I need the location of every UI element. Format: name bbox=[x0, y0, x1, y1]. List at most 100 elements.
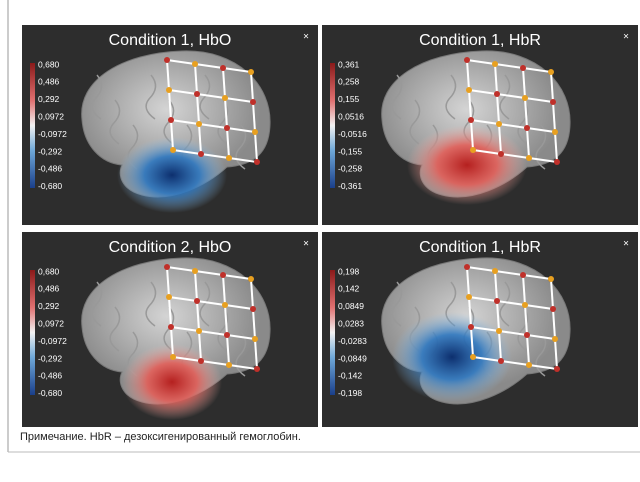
panel: 0,3610,2580,1550,0516-0,0516-0,155-0,258… bbox=[322, 25, 638, 225]
colorbar-label: 0,0849 bbox=[338, 301, 364, 311]
optode bbox=[164, 57, 170, 63]
optode bbox=[524, 125, 530, 131]
optode bbox=[520, 272, 526, 278]
optode bbox=[196, 121, 202, 127]
optode bbox=[548, 276, 554, 282]
colorbar-label: 0,292 bbox=[38, 94, 60, 104]
panel-title: Condition 1, HbR bbox=[419, 239, 541, 256]
optode bbox=[552, 129, 558, 135]
optode bbox=[220, 65, 226, 71]
activation bbox=[392, 312, 512, 402]
optode bbox=[496, 121, 502, 127]
optode bbox=[192, 268, 198, 274]
colorbar-label: -0,680 bbox=[38, 388, 62, 398]
colorbar-label: -0,0516 bbox=[338, 129, 367, 139]
close-button[interactable]: × bbox=[303, 32, 309, 43]
optode bbox=[550, 306, 556, 312]
colorbar-label: 0,142 bbox=[338, 284, 360, 294]
optode bbox=[550, 99, 556, 105]
optode bbox=[470, 354, 476, 360]
optode bbox=[226, 155, 232, 161]
optode bbox=[526, 362, 532, 368]
colorbar-label: -0,292 bbox=[38, 146, 62, 156]
colorbar-label: -0,155 bbox=[338, 146, 362, 156]
optode bbox=[522, 302, 528, 308]
optode bbox=[252, 129, 258, 135]
panel-title: Condition 1, HbR bbox=[419, 32, 541, 49]
panel: 0,6800,4860,2920,0972-0,0972-0,292-0,486… bbox=[22, 232, 318, 427]
optode bbox=[494, 298, 500, 304]
caption: Примечание. HbR – дезоксигенированный ге… bbox=[20, 431, 301, 443]
optode bbox=[168, 324, 174, 330]
optode bbox=[548, 69, 554, 75]
colorbar-label: 0,680 bbox=[38, 266, 60, 276]
panel-title: Condition 2, HbO bbox=[109, 239, 232, 256]
optode bbox=[250, 306, 256, 312]
optode bbox=[466, 87, 472, 93]
colorbar-label: 0,486 bbox=[38, 284, 60, 294]
colorbar-label: 0,198 bbox=[338, 266, 360, 276]
colorbar-label: 0,0972 bbox=[38, 318, 64, 328]
colorbar-label: -0,0972 bbox=[38, 336, 67, 346]
colorbar-label: 0,258 bbox=[338, 77, 360, 87]
close-button[interactable]: × bbox=[623, 239, 629, 250]
panel: 0,198 0,142 0,0849 0,0283 -0,0283 -0,0849 -0,1… bbox=[322, 232, 638, 427]
colorbar-label: -0,258 bbox=[338, 164, 362, 174]
colorbar-label: 0,486 bbox=[38, 77, 60, 87]
colorbar-label: 0,155 bbox=[338, 94, 360, 104]
optode bbox=[170, 147, 176, 153]
colorbar bbox=[330, 270, 335, 395]
optode bbox=[220, 272, 226, 278]
optode bbox=[554, 366, 560, 372]
optode bbox=[520, 65, 526, 71]
colorbar-label: -0,142 bbox=[338, 371, 362, 381]
optode bbox=[170, 354, 176, 360]
optode bbox=[552, 336, 558, 342]
colorbar-label: -0,680 bbox=[38, 181, 62, 191]
optode bbox=[466, 294, 472, 300]
optode bbox=[196, 328, 202, 334]
colorbar-label: 0,361 bbox=[338, 59, 360, 69]
optode bbox=[464, 264, 470, 270]
colorbar-label: 0,292 bbox=[38, 301, 60, 311]
optode bbox=[498, 151, 504, 157]
optode bbox=[250, 99, 256, 105]
optode bbox=[522, 95, 528, 101]
colorbar-label: -0,0849 bbox=[338, 353, 367, 363]
optode bbox=[194, 298, 200, 304]
optode bbox=[248, 69, 254, 75]
optode bbox=[248, 276, 254, 282]
close-button[interactable]: × bbox=[303, 239, 309, 250]
optode bbox=[254, 159, 260, 165]
optode bbox=[252, 336, 258, 342]
panel-title: Condition 1, HbO bbox=[109, 32, 232, 49]
optode bbox=[198, 358, 204, 364]
optode bbox=[464, 57, 470, 63]
colorbar-label: -0,361 bbox=[338, 181, 362, 191]
colorbar bbox=[330, 63, 335, 188]
colorbar-label: 0,0283 bbox=[338, 318, 364, 328]
colorbar-label: 0,680 bbox=[38, 59, 60, 69]
optode bbox=[492, 268, 498, 274]
colorbar bbox=[30, 63, 35, 188]
optode bbox=[526, 155, 532, 161]
optode bbox=[164, 264, 170, 270]
colorbar-label: -0,0283 bbox=[338, 336, 367, 346]
activation bbox=[407, 125, 527, 205]
optode bbox=[554, 159, 560, 165]
colorbar-label: 0,0972 bbox=[38, 111, 64, 121]
optode bbox=[498, 358, 504, 364]
optode bbox=[496, 328, 502, 334]
optode bbox=[198, 151, 204, 157]
optode bbox=[224, 125, 230, 131]
colorbar-label: -0,198 bbox=[338, 388, 362, 398]
optode bbox=[524, 332, 530, 338]
optode bbox=[226, 362, 232, 368]
optode bbox=[166, 294, 172, 300]
close-button[interactable]: × bbox=[623, 32, 629, 43]
optode bbox=[192, 61, 198, 67]
colorbar-label: -0,292 bbox=[38, 353, 62, 363]
colorbar bbox=[30, 270, 35, 395]
optode bbox=[470, 147, 476, 153]
optode bbox=[222, 302, 228, 308]
